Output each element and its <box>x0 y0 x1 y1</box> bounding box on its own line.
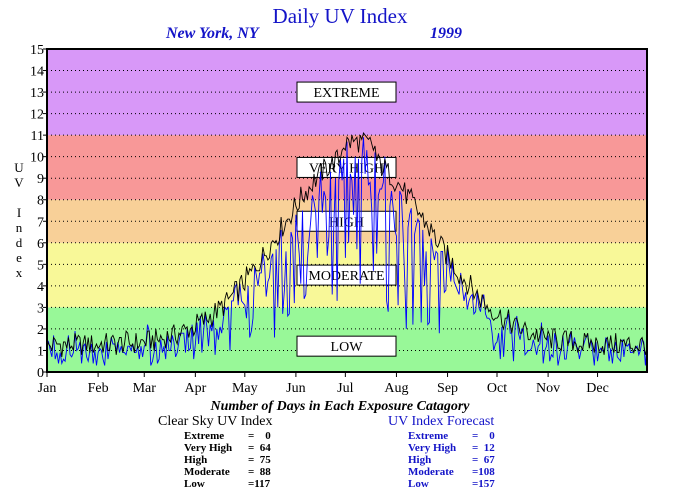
x-tick-label: Sep <box>437 381 458 396</box>
y-axis-label-char: x <box>15 265 23 280</box>
count-key: Extreme <box>184 430 225 442</box>
count-row-low: Low =117 <box>184 478 271 490</box>
count-value: = 75 <box>248 454 271 466</box>
y-tick-label: 2 <box>37 323 44 338</box>
x-tick-label: Mar <box>133 381 157 396</box>
x-tick-label: Nov <box>536 381 560 396</box>
location-label: New York, NY <box>166 25 259 42</box>
count-value: = 67 <box>472 454 495 466</box>
count-value: = 0 <box>472 430 495 442</box>
count-value: = 88 <box>248 466 271 478</box>
y-tick-label: 15 <box>30 43 44 58</box>
plot-frame <box>46 48 648 373</box>
x-tick-label: Aug <box>384 381 408 396</box>
y-axis-label: U V I n d e x <box>12 160 26 280</box>
count-row-extreme: Extreme = 0 <box>408 430 495 442</box>
y-tick-label: 11 <box>31 129 44 144</box>
y-tick-label: 10 <box>30 151 44 166</box>
count-value: =108 <box>472 466 495 478</box>
x-tick-label: Oct <box>487 381 507 396</box>
y-tick-label: 8 <box>37 194 44 209</box>
y-tick-label: 13 <box>30 86 44 101</box>
count-value: = 0 <box>248 430 271 442</box>
clear-sky-counts-heading: Clear Sky UV Index <box>158 414 273 429</box>
count-row-low: Low =157 <box>408 478 495 490</box>
y-axis-label-char: I <box>16 205 22 220</box>
x-tick-label: Jun <box>286 381 305 396</box>
count-key: High <box>184 454 208 466</box>
y-tick-label: 3 <box>37 301 44 316</box>
y-tick-label: 14 <box>30 65 44 80</box>
count-value: = 64 <box>248 442 271 454</box>
y-tick-label: 9 <box>37 172 44 187</box>
count-key: High <box>408 454 432 466</box>
count-row-very-high: Very High = 12 <box>408 442 495 454</box>
counts-title: Number of Days in Each Exposure Catagory <box>210 399 470 414</box>
band-label-box-extreme <box>296 81 397 103</box>
y-tick-label: 1 <box>37 344 44 359</box>
x-tick-label: Apr <box>184 381 206 396</box>
y-tick-label: 5 <box>37 258 44 273</box>
y-tick-label: 7 <box>37 215 44 230</box>
series-line-uv-index-forecast <box>46 137 648 366</box>
year-label: 1999 <box>430 25 462 42</box>
y-axis-label-char: e <box>16 250 22 265</box>
count-key: Very High <box>184 442 233 454</box>
count-value: =157 <box>472 478 495 490</box>
x-tick-label: Jul <box>337 381 353 396</box>
y-axis-label-char: V <box>14 175 24 190</box>
x-tick-label: Jan <box>38 381 57 396</box>
x-tick-label: Feb <box>88 381 109 396</box>
y-axis-label-char: d <box>15 235 23 250</box>
count-key: Moderate <box>184 466 230 478</box>
y-tick-label: 4 <box>37 280 44 295</box>
band-label-box-high <box>296 210 397 232</box>
band-label-box-low <box>296 335 397 357</box>
clear-sky-counts-table: Extreme = 0 Very High = 64 High = 75 Modera… <box>184 430 271 490</box>
count-key: Moderate <box>408 466 454 478</box>
band-label-moderate: MODERATE <box>308 269 384 284</box>
x-tick-label: May <box>232 381 258 396</box>
forecast-counts-heading: UV Index Forecast <box>388 414 495 429</box>
y-axis-label-char: U <box>14 160 24 175</box>
band-label-box-moderate <box>296 264 397 286</box>
y-tick-label: 6 <box>37 237 44 252</box>
x-tick-label: Dec <box>586 381 609 396</box>
count-key: Extreme <box>408 430 449 442</box>
y-tick-label: 12 <box>30 108 44 123</box>
y-axis-label-char: n <box>15 220 23 235</box>
y-tick-label: 0 <box>37 366 44 381</box>
band-label-low: LOW <box>331 340 364 355</box>
series-line-clear-sky-uv-index <box>46 131 648 357</box>
band-label-extreme: EXTREME <box>313 86 379 101</box>
count-row-moderate: Moderate = 88 <box>184 466 271 478</box>
count-row-high: High = 67 <box>408 454 495 466</box>
count-key: Low <box>184 478 205 490</box>
count-key: Low <box>408 478 429 490</box>
forecast-counts-table: Extreme = 0 Very High = 12 High = 67 Modera… <box>408 430 495 490</box>
count-row-moderate: Moderate =108 <box>408 466 495 478</box>
count-value: = 12 <box>472 442 495 454</box>
count-key: Very High <box>408 442 457 454</box>
count-value: =117 <box>248 478 271 490</box>
chart-title: Daily UV Index <box>272 4 408 28</box>
count-row-extreme: Extreme = 0 <box>184 430 271 442</box>
count-row-high: High = 75 <box>184 454 271 466</box>
count-row-very-high: Very High = 64 <box>184 442 271 454</box>
